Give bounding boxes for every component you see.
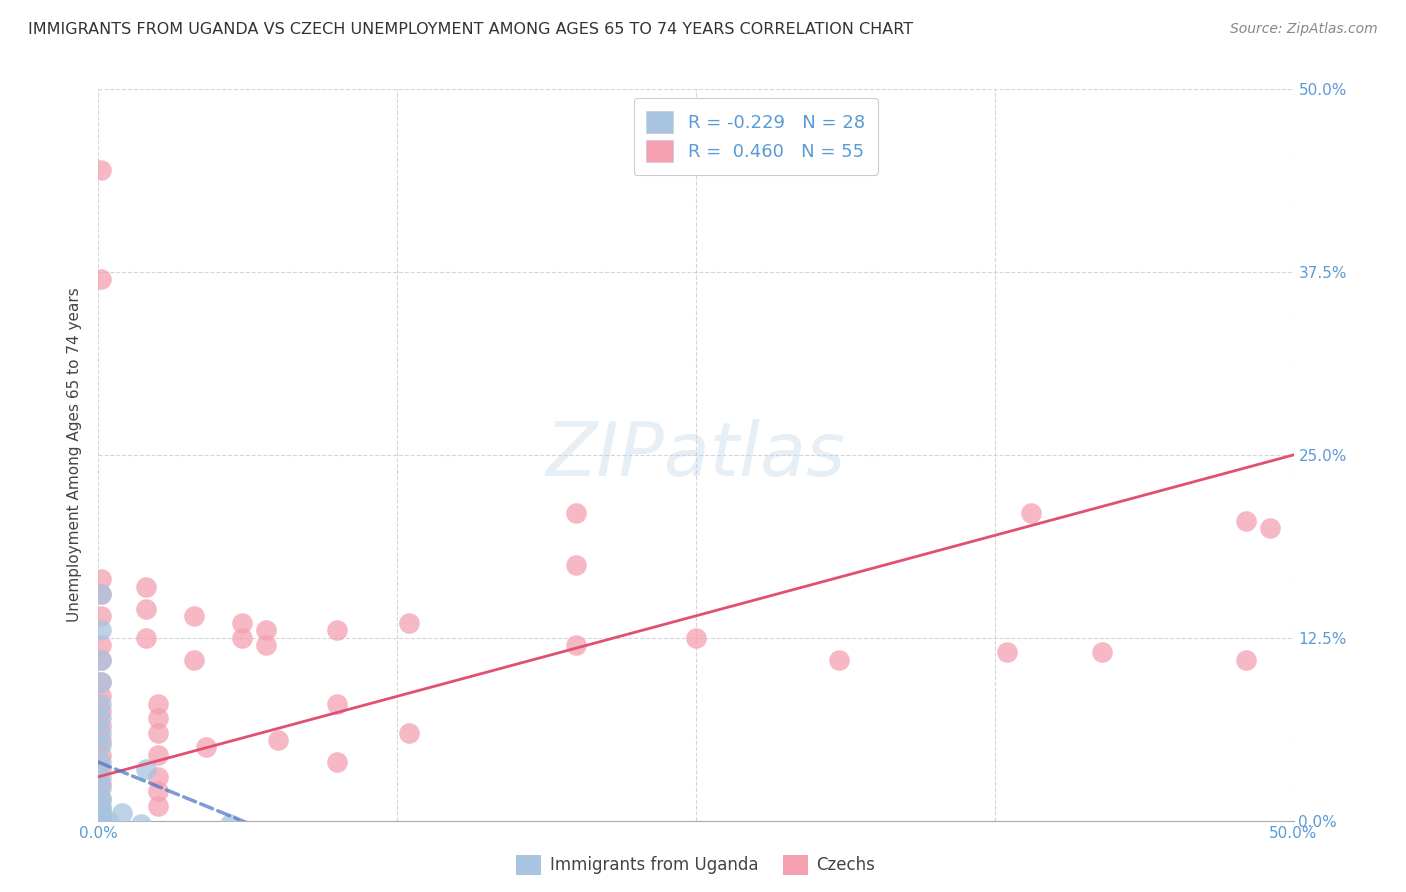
Point	[135, 580, 157, 594]
Point	[398, 616, 420, 631]
Point	[90, 809, 112, 823]
Point	[90, 608, 112, 623]
Point	[90, 823, 112, 838]
Point	[90, 653, 112, 667]
Point	[90, 711, 112, 725]
Point	[90, 814, 112, 828]
Point	[90, 674, 112, 689]
Point	[183, 608, 205, 623]
Point	[90, 812, 112, 826]
Point	[1091, 645, 1114, 659]
Point	[90, 690, 112, 704]
Point	[90, 272, 112, 286]
Point	[565, 558, 588, 572]
Point	[90, 733, 112, 747]
Point	[326, 697, 349, 711]
Point	[90, 831, 112, 846]
Point	[90, 653, 112, 667]
Point	[90, 587, 112, 601]
Point	[135, 763, 157, 777]
Point	[111, 806, 134, 821]
Point	[219, 816, 242, 830]
Point	[90, 809, 112, 823]
Point	[254, 638, 277, 652]
Point	[148, 726, 170, 740]
Point	[254, 624, 277, 638]
Point	[90, 747, 112, 762]
Point	[267, 733, 290, 747]
Point	[91, 814, 114, 828]
Point	[90, 718, 112, 732]
Point	[131, 816, 153, 830]
Point	[148, 711, 170, 725]
Point	[90, 674, 112, 689]
Text: ZIPatlas: ZIPatlas	[546, 419, 846, 491]
Point	[90, 638, 112, 652]
Point	[135, 601, 157, 615]
Point	[90, 704, 112, 718]
Point	[326, 755, 349, 769]
Point	[1019, 507, 1042, 521]
Point	[90, 697, 112, 711]
Point	[995, 645, 1018, 659]
Y-axis label: Unemployment Among Ages 65 to 74 years: Unemployment Among Ages 65 to 74 years	[67, 287, 83, 623]
Point	[219, 836, 242, 850]
Point	[326, 624, 349, 638]
Point	[90, 777, 112, 791]
Point	[90, 781, 112, 796]
Point	[90, 805, 112, 819]
Point	[148, 799, 170, 814]
Point	[183, 653, 205, 667]
Point	[194, 740, 218, 755]
Point	[1234, 514, 1257, 528]
Point	[90, 755, 112, 769]
Point	[90, 587, 112, 601]
Point	[90, 828, 112, 842]
Point	[231, 631, 253, 645]
Point	[90, 572, 112, 586]
Point	[231, 616, 253, 631]
Point	[148, 697, 170, 711]
Point	[90, 791, 112, 805]
Point	[135, 631, 157, 645]
Point	[90, 770, 112, 784]
Point	[97, 814, 120, 828]
Point	[685, 631, 707, 645]
Point	[148, 747, 170, 762]
Point	[90, 799, 112, 814]
Point	[90, 802, 112, 816]
Point	[148, 770, 170, 784]
Point	[90, 821, 112, 835]
Point	[828, 653, 851, 667]
Text: IMMIGRANTS FROM UGANDA VS CZECH UNEMPLOYMENT AMONG AGES 65 TO 74 YEARS CORRELATI: IMMIGRANTS FROM UGANDA VS CZECH UNEMPLOY…	[28, 22, 914, 37]
Point	[90, 624, 112, 638]
Point	[565, 638, 588, 652]
Point	[90, 814, 112, 828]
Point	[398, 726, 420, 740]
Point	[90, 818, 112, 832]
Point	[1234, 653, 1257, 667]
Point	[90, 791, 112, 805]
Legend: Immigrants from Uganda, Czechs: Immigrants from Uganda, Czechs	[510, 848, 882, 882]
Point	[148, 784, 170, 798]
Point	[90, 726, 112, 740]
Point	[1258, 521, 1281, 535]
Point	[90, 763, 112, 777]
Point	[565, 507, 588, 521]
Point	[90, 162, 112, 177]
Text: Source: ZipAtlas.com: Source: ZipAtlas.com	[1230, 22, 1378, 37]
Point	[90, 738, 112, 752]
Point	[90, 837, 112, 851]
